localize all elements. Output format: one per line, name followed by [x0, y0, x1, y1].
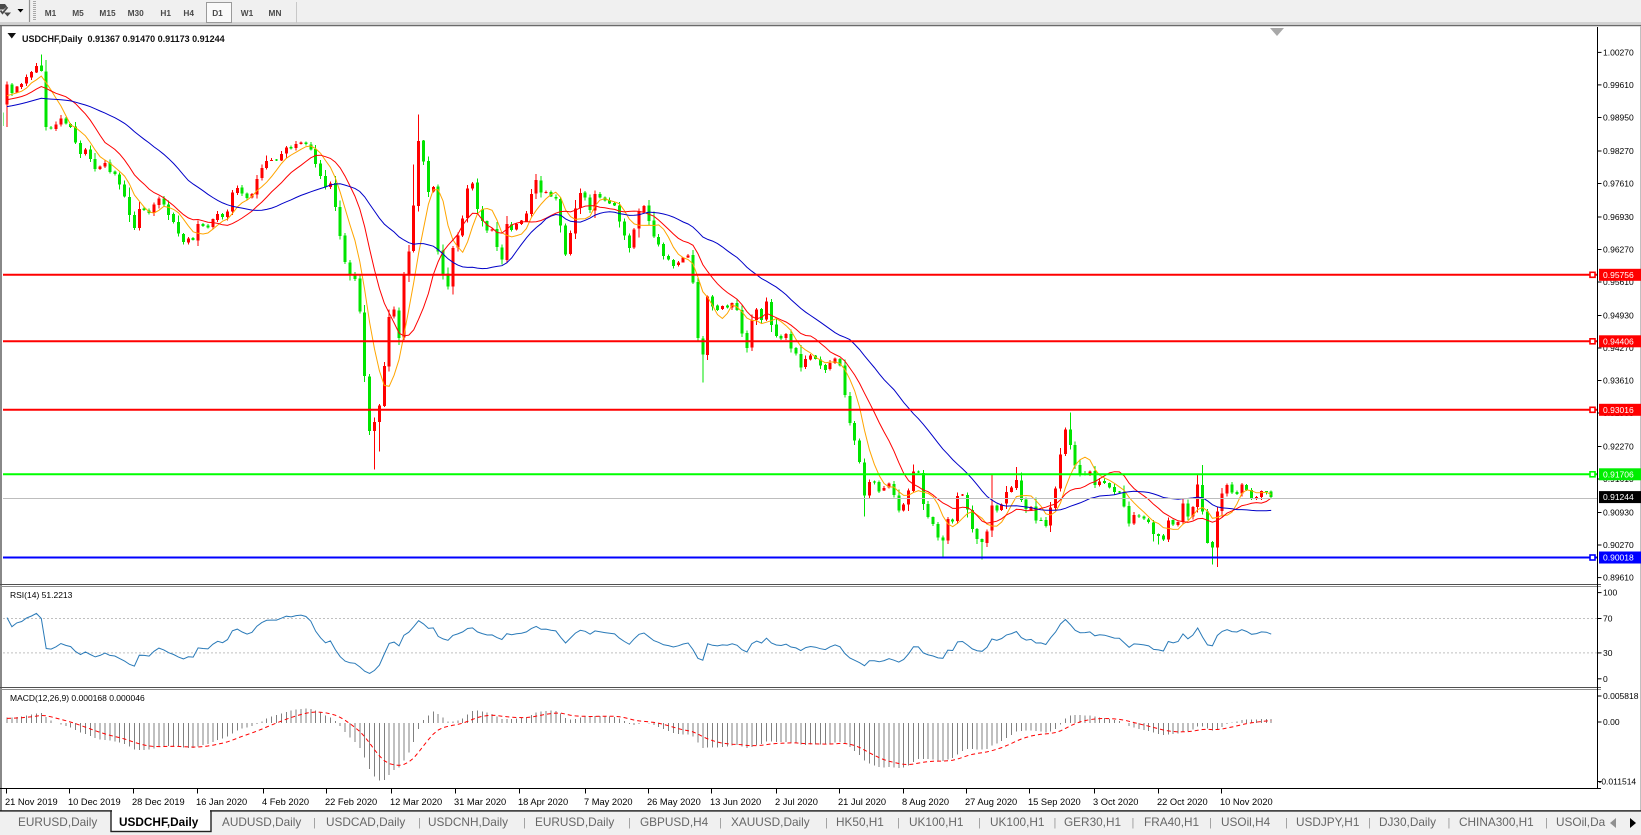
svg-text:HK50,H1: HK50,H1: [836, 815, 884, 829]
svg-text:USOil,Da: USOil,Da: [1556, 815, 1606, 829]
svg-text:0.99610: 0.99610: [1603, 80, 1634, 90]
svg-text:4 Feb 2020: 4 Feb 2020: [262, 797, 309, 807]
svg-text:M1: M1: [45, 8, 57, 18]
svg-text:15 Sep 2020: 15 Sep 2020: [1028, 797, 1081, 807]
svg-text:FRA40,H1: FRA40,H1: [1144, 815, 1199, 829]
svg-text:1.00270: 1.00270: [1603, 47, 1634, 57]
svg-text:10 Nov 2020: 10 Nov 2020: [1220, 797, 1273, 807]
svg-text:|: |: [1448, 817, 1451, 829]
svg-text:M5: M5: [72, 8, 84, 18]
svg-text:0.94270: 0.94270: [1603, 343, 1634, 353]
svg-text:22 Oct 2020: 22 Oct 2020: [1157, 797, 1208, 807]
svg-text:22 Feb 2020: 22 Feb 2020: [325, 797, 377, 807]
svg-text:27 Aug 2020: 27 Aug 2020: [965, 797, 1017, 807]
svg-text:|: |: [1132, 817, 1135, 829]
svg-text:0.95610: 0.95610: [1603, 277, 1634, 287]
svg-text:0.92270: 0.92270: [1603, 442, 1634, 452]
svg-text:13 Jun 2020: 13 Jun 2020: [710, 797, 761, 807]
svg-text:2 Jul 2020: 2 Jul 2020: [775, 797, 818, 807]
svg-text:21 Nov 2019: 21 Nov 2019: [5, 797, 58, 807]
svg-text:|: |: [1368, 817, 1371, 829]
svg-text:21 Jul 2020: 21 Jul 2020: [838, 797, 886, 807]
svg-text:3 Oct 2020: 3 Oct 2020: [1093, 797, 1138, 807]
svg-text:UK100,H1: UK100,H1: [990, 815, 1044, 829]
svg-text:USOil,H4: USOil,H4: [1221, 815, 1271, 829]
svg-text:AUDUSD,Daily: AUDUSD,Daily: [222, 815, 301, 829]
svg-text:0.93610: 0.93610: [1603, 376, 1634, 386]
svg-text:0.96930: 0.96930: [1603, 212, 1634, 222]
svg-text:RSI(14) 51.2213: RSI(14) 51.2213: [10, 590, 73, 600]
svg-text:XAUUSD,Daily: XAUUSD,Daily: [731, 815, 810, 829]
svg-text:DJ30,Daily: DJ30,Daily: [1379, 815, 1436, 829]
svg-text:EURUSD,Daily: EURUSD,Daily: [535, 815, 614, 829]
svg-text:8 Aug 2020: 8 Aug 2020: [902, 797, 949, 807]
svg-text:USDCAD,Daily: USDCAD,Daily: [326, 815, 405, 829]
svg-text:7 May 2020: 7 May 2020: [584, 797, 633, 807]
svg-text:H4: H4: [183, 8, 194, 18]
svg-text:CHINA300,H1: CHINA300,H1: [1459, 815, 1534, 829]
svg-text:|: |: [1209, 817, 1212, 829]
svg-text:GBPUSD,H4: GBPUSD,H4: [640, 815, 709, 829]
svg-text:0: 0: [1603, 674, 1608, 684]
svg-text:H1: H1: [160, 8, 171, 18]
svg-text:18 Apr 2020: 18 Apr 2020: [518, 797, 568, 807]
svg-text:0.98950: 0.98950: [1603, 113, 1634, 123]
svg-text:USDJPY,H1: USDJPY,H1: [1296, 815, 1359, 829]
svg-text:MACD(12,26,9) 0.000168 0.00004: MACD(12,26,9) 0.000168 0.000046: [10, 693, 145, 703]
svg-text:|: |: [1285, 817, 1288, 829]
svg-text:|: |: [628, 817, 631, 829]
svg-text:|: |: [897, 817, 900, 829]
svg-text:12 Mar 2020: 12 Mar 2020: [390, 797, 442, 807]
svg-text:26 May 2020: 26 May 2020: [647, 797, 701, 807]
svg-text:-0.011514: -0.011514: [1599, 777, 1637, 787]
svg-text:|: |: [719, 817, 722, 829]
svg-text:0.93016: 0.93016: [1603, 405, 1634, 415]
svg-text:0.96270: 0.96270: [1603, 245, 1634, 255]
svg-text:0.00: 0.00: [1603, 717, 1620, 727]
svg-text:MN: MN: [269, 8, 282, 18]
svg-text:31 Mar 2020: 31 Mar 2020: [454, 797, 506, 807]
svg-text:10 Dec 2019: 10 Dec 2019: [68, 797, 121, 807]
svg-text:EURUSD,Daily: EURUSD,Daily: [18, 815, 97, 829]
svg-text:|: |: [313, 817, 316, 829]
svg-text:USDCHF,Daily: USDCHF,Daily: [119, 815, 199, 829]
svg-text:16 Jan 2020: 16 Jan 2020: [196, 797, 247, 807]
svg-text:0.90270: 0.90270: [1603, 540, 1634, 550]
svg-text:0.98270: 0.98270: [1603, 146, 1634, 156]
svg-text:0.94406: 0.94406: [1603, 336, 1634, 346]
svg-text:|: |: [418, 817, 421, 829]
svg-text:USDCHF,Daily 0.91367 0.91470: USDCHF,Daily 0.91367 0.91470 0.91173 0.9…: [22, 34, 225, 44]
svg-text:|: |: [1054, 817, 1057, 829]
svg-text:GER30,H1: GER30,H1: [1064, 815, 1121, 829]
svg-text:0.94930: 0.94930: [1603, 311, 1634, 321]
svg-text:|: |: [825, 817, 828, 829]
svg-text:UK100,H1: UK100,H1: [909, 815, 963, 829]
svg-text:100: 100: [1603, 588, 1617, 598]
svg-text:0.90930: 0.90930: [1603, 508, 1634, 518]
svg-text:0.91244: 0.91244: [1603, 492, 1634, 502]
svg-text:0.89610: 0.89610: [1603, 573, 1634, 583]
svg-text:W1: W1: [241, 8, 254, 18]
svg-text:USDCNH,Daily: USDCNH,Daily: [428, 815, 508, 829]
svg-text:D1: D1: [212, 8, 223, 18]
svg-text:|: |: [1545, 817, 1548, 829]
svg-text:0.95756: 0.95756: [1603, 270, 1634, 280]
svg-text:|: |: [978, 817, 981, 829]
svg-text:|: |: [523, 817, 526, 829]
svg-text:0.97610: 0.97610: [1603, 179, 1634, 189]
svg-text:M15: M15: [99, 8, 116, 18]
svg-text:0.005818: 0.005818: [1603, 691, 1639, 701]
svg-text:0.91706: 0.91706: [1603, 469, 1634, 479]
svg-text:0.90018: 0.90018: [1603, 553, 1634, 563]
svg-text:30: 30: [1603, 648, 1613, 658]
svg-text:28 Dec 2019: 28 Dec 2019: [132, 797, 185, 807]
svg-text:M30: M30: [128, 8, 145, 18]
svg-text:70: 70: [1603, 614, 1613, 624]
